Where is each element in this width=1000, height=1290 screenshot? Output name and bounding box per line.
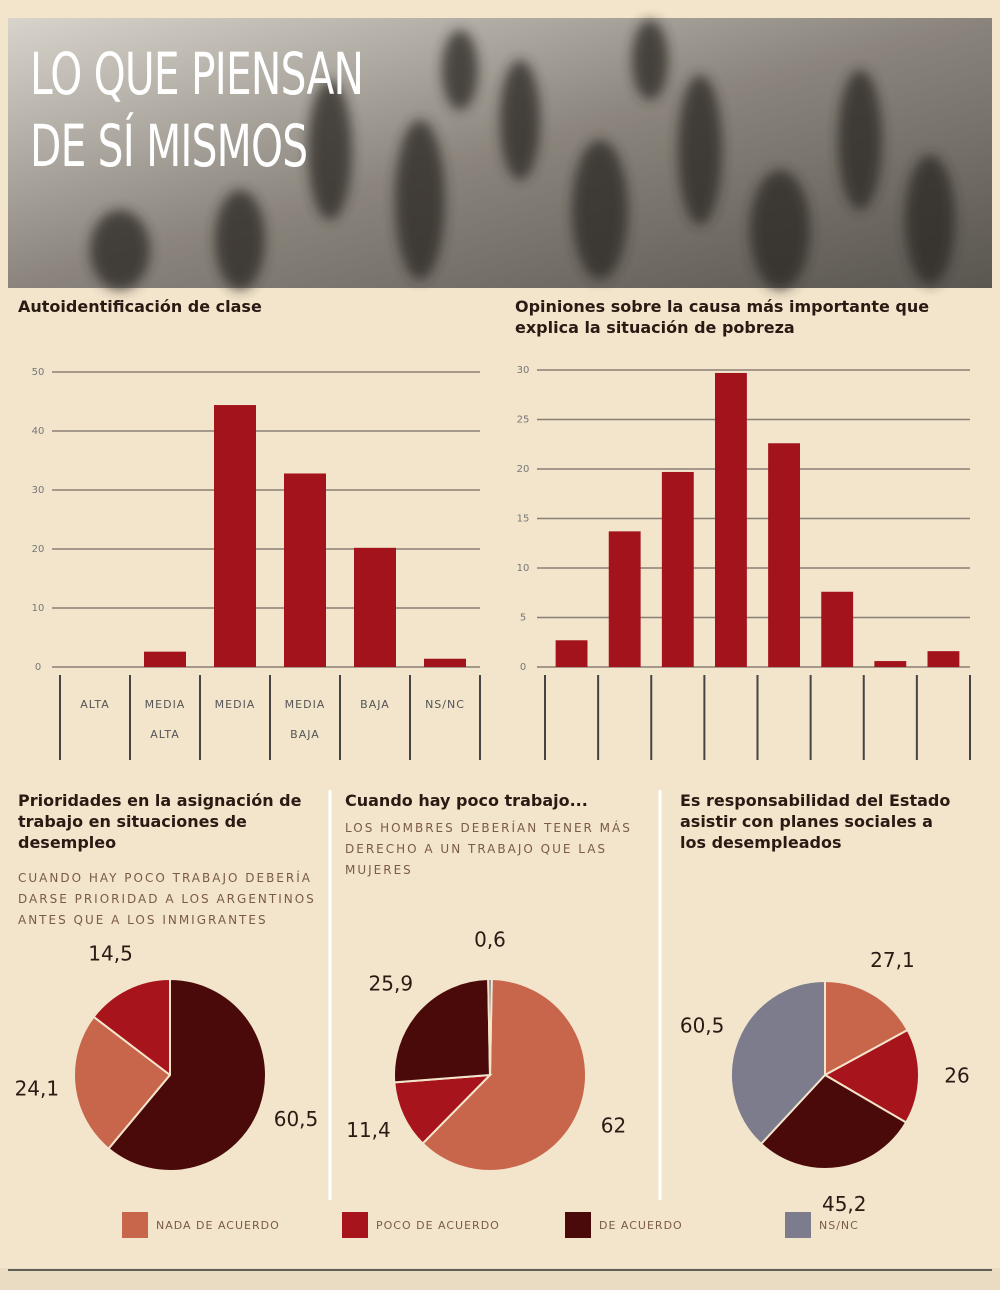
data-label: 62 (601, 1113, 626, 1137)
y-tick-label: 40 (32, 426, 45, 437)
data-label: 0,6 (474, 928, 506, 952)
bar (555, 640, 588, 667)
y-tick-label: 30 (517, 365, 530, 376)
pie-slice (759, 1073, 908, 1170)
y-tick-label: 0 (35, 662, 41, 673)
bar (874, 661, 907, 667)
bar (608, 531, 641, 667)
bar (768, 443, 800, 667)
pie-slice (107, 977, 267, 1172)
bar (927, 651, 960, 667)
y-tick-label: 15 (517, 514, 530, 525)
pie-slice (822, 1028, 920, 1124)
bar (354, 547, 396, 667)
chart-title: Es responsabilidad del Estado asistir co… (680, 791, 951, 852)
pie-slice (730, 979, 826, 1146)
chart-subtitle: LOS HOMBRES DEBERÍAN TENER MÁS DERECHO A… (345, 821, 632, 877)
bar (715, 372, 747, 667)
footer (0, 1268, 1000, 1290)
pie-slice (92, 977, 171, 1078)
y-tick-label: 5 (520, 613, 526, 624)
x-tick-label: BAJA (360, 698, 390, 711)
crowd (90, 20, 955, 290)
bar (821, 591, 854, 667)
header-photo (8, 18, 992, 288)
x-tick-label: MEDIA BAJA (284, 698, 326, 741)
x-tick-label: MEDIA ALTA (144, 698, 186, 741)
legend-label: NADA DE ACUERDO (156, 1219, 280, 1232)
legend-swatch (122, 1212, 148, 1238)
chart-subtitle: CUANDO HAY POCO TRABAJO DEBERÍA DARSE PR… (18, 871, 316, 927)
y-tick-label: 0 (520, 662, 526, 673)
data-label: 14,5 (88, 941, 133, 965)
legend-label: POCO DE ACUERDO (376, 1219, 500, 1232)
data-label: 45,2 (822, 1192, 867, 1216)
pie-slice (421, 977, 587, 1172)
x-tick-label: NS/NC (425, 698, 465, 711)
y-tick-label: 25 (517, 415, 530, 426)
legend-swatch (342, 1212, 368, 1238)
bar (144, 651, 186, 667)
pie-slice (393, 1073, 493, 1145)
legend-label: DE ACUERDO (599, 1219, 683, 1232)
pie-slice (73, 1015, 172, 1151)
y-tick-label: 30 (32, 485, 45, 496)
data-label: 60,5 (680, 1013, 725, 1037)
data-label: 25,9 (369, 971, 414, 995)
bar (661, 471, 694, 667)
data-label: 11,4 (346, 1118, 391, 1142)
y-tick-label: 10 (32, 603, 45, 614)
legend-label: NS/NC (819, 1219, 859, 1232)
chart-title: Prioridades en la asignación de trabajo … (18, 791, 302, 852)
bar (284, 473, 326, 667)
pie-slice (824, 979, 909, 1077)
main-title: LO QUE PIENSAN (30, 40, 364, 108)
legend-swatch (565, 1212, 591, 1238)
chart-title: Opiniones sobre la causa más importante … (515, 297, 930, 337)
y-tick-label: 10 (517, 563, 530, 574)
y-tick-label: 20 (517, 464, 530, 475)
chart-title: Autoidentificación de clase (18, 297, 262, 316)
x-tick-label: MEDIA (214, 698, 256, 711)
pie-slice (393, 977, 492, 1084)
data-label: 60,5 (274, 1107, 319, 1131)
main-title: DE SÍ MISMOS (30, 112, 308, 180)
x-tick-label: ALTA (80, 698, 110, 711)
legend-swatch (785, 1212, 811, 1238)
pie-slice (487, 977, 493, 1076)
data-label: 26 (944, 1064, 969, 1088)
y-tick-label: 20 (32, 544, 45, 555)
y-tick-label: 50 (32, 367, 45, 378)
chart-title: Cuando hay poco trabajo... (345, 791, 588, 810)
data-label: 27,1 (870, 948, 915, 972)
bar (424, 658, 466, 667)
data-label: 24,1 (15, 1077, 60, 1101)
bar (214, 405, 256, 667)
